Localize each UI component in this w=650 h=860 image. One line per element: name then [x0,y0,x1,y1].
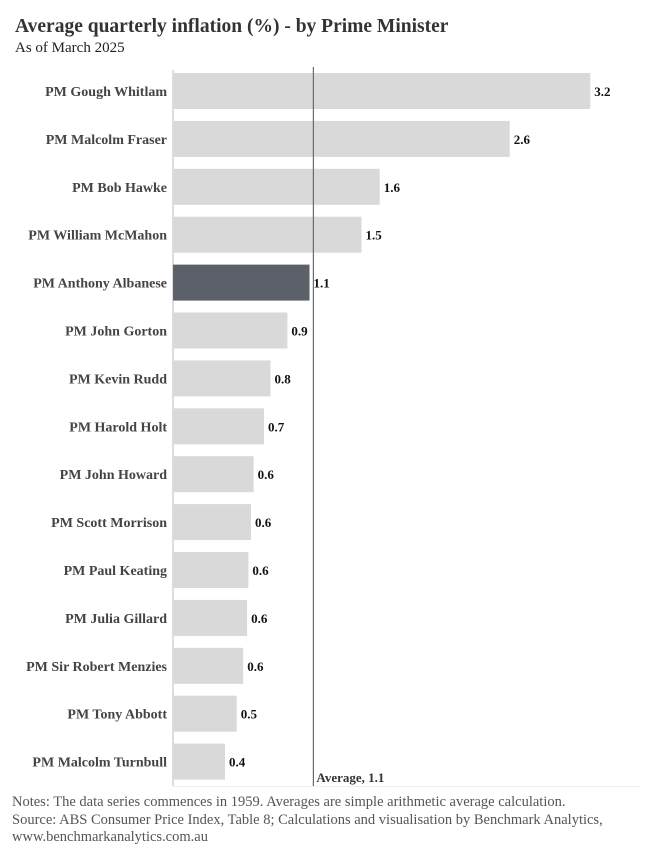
value-label: 0.6 [247,659,264,674]
value-label: 1.1 [314,276,330,291]
bar [173,120,510,157]
value-label: 2.6 [514,132,531,147]
category-label: PM William McMahon [28,229,167,244]
category-label: PM John Gorton [65,325,167,340]
value-label: 1.6 [384,180,401,195]
category-label: PM Malcolm Turnbull [32,756,167,771]
footer-source: Source: ABS Consumer Price Index, Table … [12,811,603,828]
bar [173,408,264,445]
bar [173,264,310,301]
value-label: 0.4 [229,755,246,770]
category-label: PM Julia Gillard [65,612,167,627]
chart-footer: Notes: The data series commences in 1959… [12,794,642,847]
bar [173,360,271,397]
bar [173,552,249,588]
category-label: PM Gough Whitlam [45,85,167,100]
value-label: 0.9 [291,324,308,339]
value-label: 3.2 [594,84,610,99]
value-label: 0.6 [258,467,275,482]
value-label: 0.6 [255,515,272,530]
bar [173,216,362,253]
category-label: PM John Howard [60,468,168,483]
chart-subtitle: As of March 2025 [15,40,125,56]
category-label: PM Paul Keating [64,564,167,579]
value-label: 1.5 [366,228,383,243]
bar [173,599,248,636]
value-label: 0.7 [268,419,285,434]
value-label: 0.6 [251,611,268,626]
category-label: PM Kevin Rudd [69,372,167,387]
bar [173,504,251,541]
footer-notes: Notes: The data series commences in 1959… [12,794,566,810]
bar [173,73,591,109]
category-label: PM Anthony Albanese [33,277,167,292]
value-label: 0.6 [252,563,269,578]
category-label: PM Malcolm Fraser [46,133,167,148]
bar [173,647,244,684]
bar-chart: PM Gough Whitlam 3.2 PM Malcolm Fraser 2.6 P… [26,67,640,787]
value-label: 0.8 [275,371,292,386]
category-label: PM Tony Abbott [67,708,167,723]
category-label: PM Bob Hawke [72,181,167,196]
bar [173,312,288,349]
bar [173,695,237,732]
category-label: PM Harold Holt [69,420,167,435]
value-label: 0.5 [241,707,258,722]
footer-website[interactable]: www.benchmarkanalytics.com.au [12,829,208,845]
average-label: Average, 1.1 [316,770,384,785]
category-label: PM Scott Morrison [51,516,167,531]
bar [173,168,380,205]
chart-title: Average quarterly inflation (%) - by Pri… [15,16,449,37]
category-label: PM Sir Robert Menzies [26,660,167,675]
bar [173,456,254,493]
bar [173,743,225,780]
